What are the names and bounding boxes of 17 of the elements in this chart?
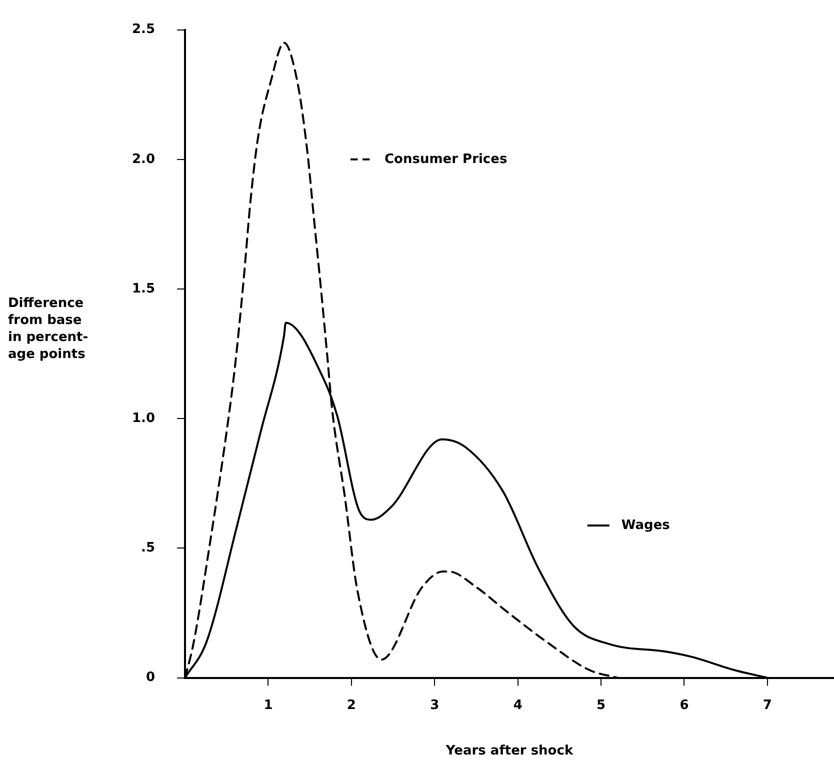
y-axis-title: Difference from base in percent- age points <box>8 295 88 363</box>
y-tick-label: 1.5 <box>132 281 156 296</box>
x-tick-label: 2 <box>346 698 356 713</box>
y-tick-label: 2.5 <box>132 22 156 38</box>
x-axis-title: Years after shock <box>444 744 574 759</box>
x-tick-label: 5 <box>596 698 606 713</box>
y-tick-label: 1.0 <box>132 410 156 426</box>
x-tick-label: 7 <box>762 698 772 713</box>
legend-label: Wages <box>621 518 670 533</box>
x-tick-label: 1 <box>264 698 273 713</box>
y-tick-label: 0 <box>146 670 156 686</box>
legend-label: Consumer Prices <box>384 152 508 167</box>
x-tick-label: 3 <box>430 698 440 713</box>
x-tick-label: 6 <box>680 698 689 713</box>
x-tick-label: 4 <box>513 698 522 713</box>
y-tick-label: .5 <box>141 540 156 556</box>
y-tick-label: 2.0 <box>132 152 156 167</box>
